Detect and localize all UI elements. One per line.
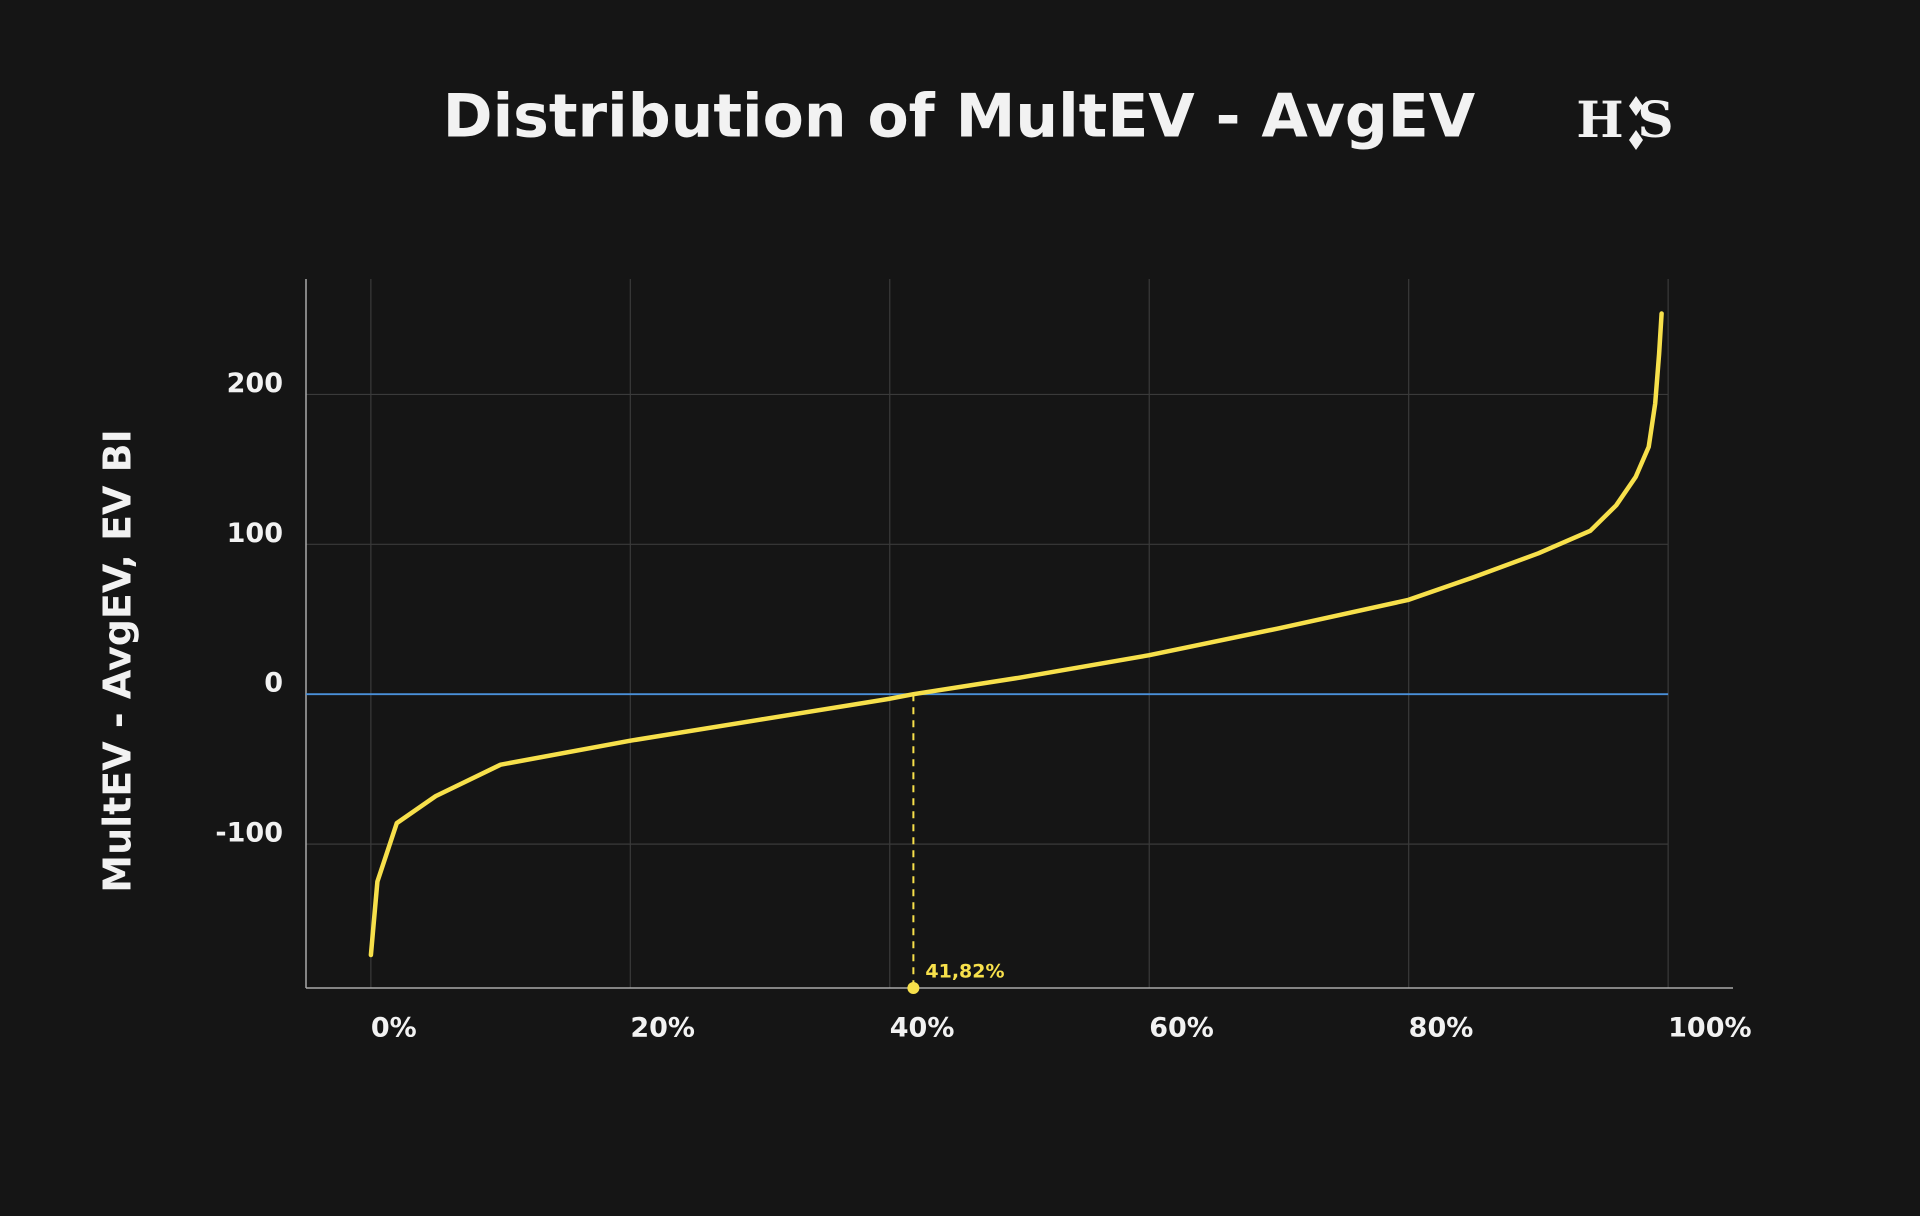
logo: HS bbox=[1576, 90, 1687, 149]
data-line bbox=[368, 311, 1664, 958]
x-tick-label: 60% bbox=[1149, 1013, 1214, 1044]
x-tick-label: 40% bbox=[890, 1013, 955, 1044]
y-axis-label: MultEV - AvgEV, EV BI bbox=[96, 429, 140, 893]
y-tick-label: 200 bbox=[227, 368, 283, 399]
chart-title: Distribution of MultEV - AvgEV bbox=[443, 82, 1476, 152]
y-tick-label: 100 bbox=[227, 518, 283, 549]
y-tick-label: -100 bbox=[215, 818, 283, 849]
marker-dot bbox=[907, 982, 920, 994]
logo-diamond bbox=[1629, 96, 1643, 150]
y-tick-label: 0 bbox=[264, 668, 283, 699]
marker-label: 41,82% bbox=[925, 961, 1004, 983]
x-tick-label: 20% bbox=[630, 1013, 695, 1044]
x-tick-label: 0% bbox=[371, 1013, 417, 1044]
x-tick-label: 80% bbox=[1409, 1013, 1474, 1044]
x-tick-label: 100% bbox=[1668, 1013, 1751, 1044]
